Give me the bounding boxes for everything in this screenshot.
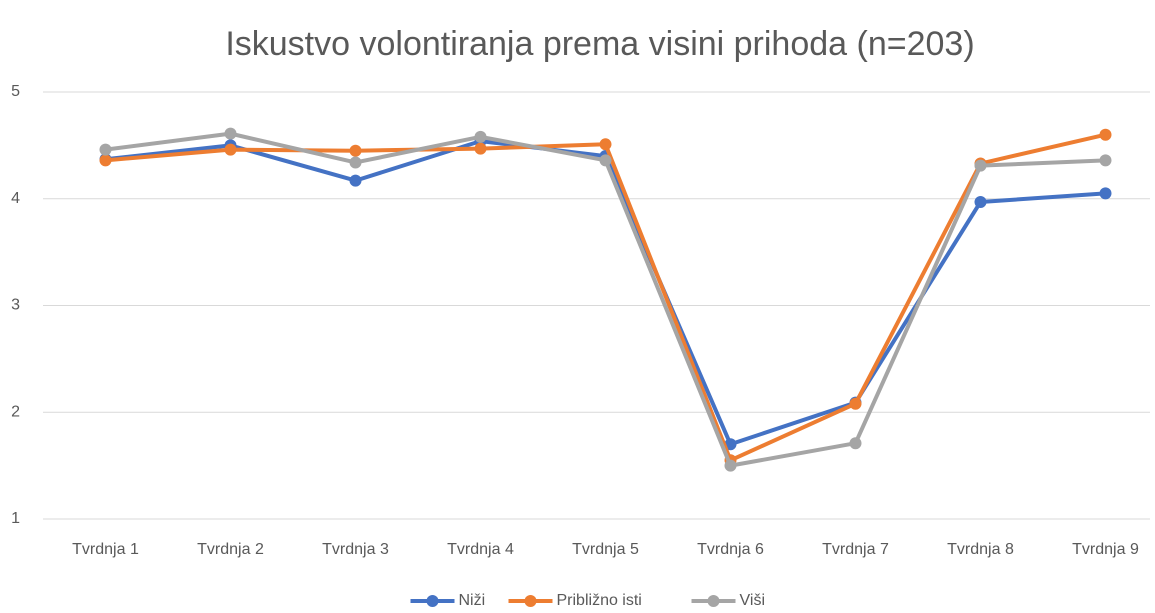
point [349, 174, 362, 187]
point [474, 130, 487, 143]
line [105, 131, 1106, 468]
x-tick-label: Tvrdnja 7 [822, 541, 889, 558]
legend-marker [524, 595, 537, 607]
point [599, 154, 612, 167]
point [1099, 128, 1112, 141]
point [1099, 154, 1112, 167]
chart-title: Iskustvo volontiranja prema visini priho… [225, 25, 974, 63]
line [105, 139, 1106, 447]
point [224, 143, 237, 156]
legend-marker [426, 595, 439, 607]
point [724, 459, 737, 472]
x-tick-label: Tvrdnja 3 [322, 541, 389, 558]
point [474, 142, 487, 155]
point [99, 154, 112, 167]
y-tick-label: 5 [11, 83, 20, 100]
x-tick-label: Tvrdnja 6 [697, 541, 764, 558]
x-tick-label: Tvrdnja 4 [447, 541, 514, 558]
line [105, 132, 1106, 463]
point [1099, 187, 1112, 200]
point [599, 138, 612, 151]
x-tick-label: Tvrdnja 5 [572, 541, 639, 558]
legend-label: Viši [740, 592, 766, 609]
x-tick-label: Tvrdnja 8 [947, 541, 1014, 558]
x-tick-label: Tvrdnja 1 [72, 541, 139, 558]
y-tick-label: 4 [11, 190, 20, 207]
legend-marker [707, 595, 720, 607]
point [849, 397, 862, 410]
point [849, 437, 862, 450]
x-tick-label: Tvrdnja 2 [197, 541, 264, 558]
point [224, 127, 237, 140]
y-tick-label: 2 [11, 403, 20, 420]
point [974, 159, 987, 172]
point [349, 156, 362, 169]
legend-label: Približno isti [557, 592, 642, 609]
y-tick-label: 1 [11, 510, 20, 527]
legend-label: Niži [459, 592, 486, 609]
point [99, 143, 112, 156]
point [974, 195, 987, 208]
point [349, 144, 362, 157]
y-tick-label: 3 [11, 297, 20, 314]
x-tick-label: Tvrdnja 9 [1072, 541, 1139, 558]
